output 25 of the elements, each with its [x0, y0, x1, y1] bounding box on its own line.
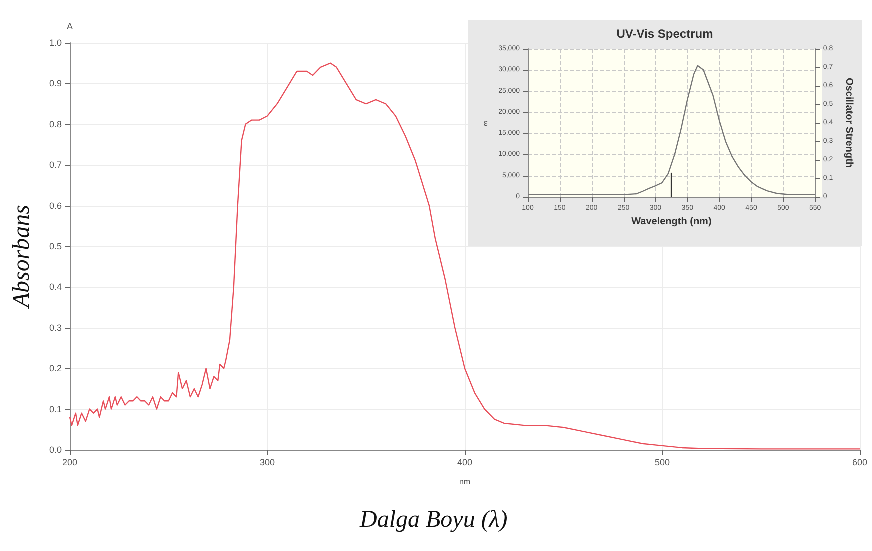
y2-axis-title: Oscillator Strength — [844, 78, 854, 168]
x-axis-title: nm — [459, 478, 471, 486]
x-tick-label: 600 — [852, 458, 868, 468]
y-tick-label: 0.8 — [49, 119, 62, 130]
x-tick-label: 200 — [62, 458, 78, 468]
y-tick-label: 1.0 — [49, 38, 62, 48]
x-tick-label: 400 — [457, 458, 473, 468]
y-tick-label: 0.3 — [49, 322, 62, 333]
y-tick-label: 0.4 — [49, 282, 62, 292]
y-tick-label: 0.2 — [49, 364, 62, 374]
y-tick-label: 0.1 — [49, 404, 62, 414]
x-tick-label: 300 — [260, 458, 276, 468]
x-tick-label: 500 — [654, 458, 670, 468]
y-axis-title: ε — [484, 118, 488, 128]
line-series — [527, 65, 816, 196]
y-tick-label: 0.5 — [49, 242, 62, 252]
y-tick-label: 0.6 — [49, 200, 62, 211]
x-axis-title: Wavelength (nm) — [632, 216, 712, 228]
y-tick-label: 0.0 — [49, 445, 62, 455]
y-tick-label: 0.9 — [49, 78, 62, 89]
y-tick-label: 0.7 — [49, 160, 62, 170]
y-axis-title: A — [66, 22, 74, 32]
chart-title: UV-Vis Spectrum — [616, 27, 714, 41]
text: Absorbans — [9, 204, 35, 310]
text: Dalga Boyu (λ) — [359, 507, 508, 533]
